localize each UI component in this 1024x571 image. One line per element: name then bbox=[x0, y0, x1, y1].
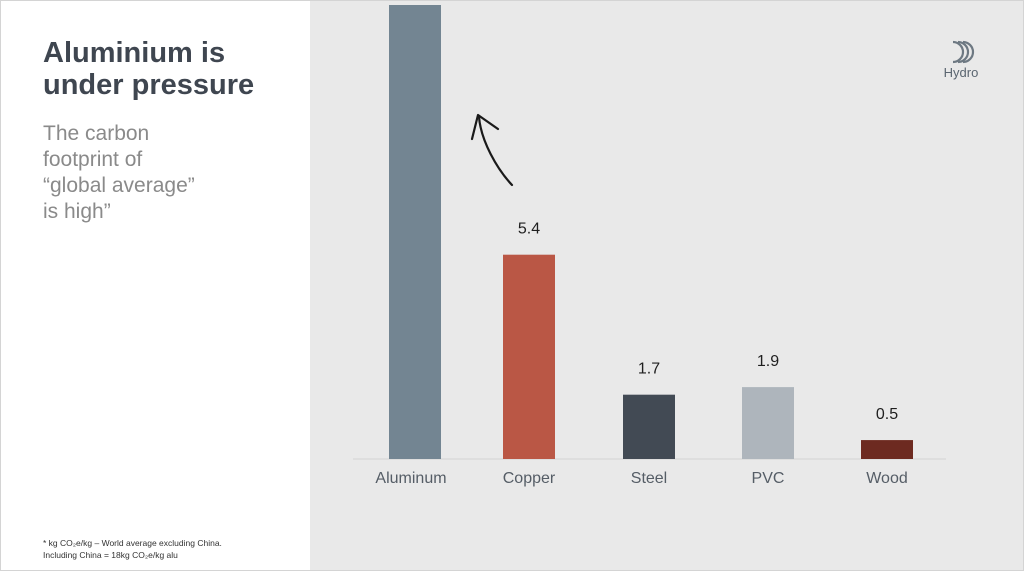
category-label-pvc: PVC bbox=[752, 470, 785, 487]
footnote-line-2: Including China = 18kg CO₂e/kg alu bbox=[43, 550, 178, 560]
footnote: * kg CO₂e/kg – World average excluding C… bbox=[43, 537, 293, 561]
bar-aluminum bbox=[389, 5, 441, 459]
annotation-arrow bbox=[470, 113, 514, 187]
subtitle: The carbon footprint of “global average” is… bbox=[43, 121, 263, 225]
hydro-logo: Hydro bbox=[931, 39, 991, 85]
value-label-copper: 5.4 bbox=[518, 221, 540, 238]
title-line-2: under pressure bbox=[43, 69, 255, 101]
bar-wood bbox=[861, 440, 913, 459]
footnote-line-1: * kg CO₂e/kg – World average excluding C… bbox=[43, 538, 222, 548]
category-label-steel: Steel bbox=[631, 470, 667, 487]
bars-group: Aluminum 5.4 Copper 1.7 Steel 1.9 PVC 0.5 Wood bbox=[375, 5, 913, 487]
title-line-1: Aluminium is bbox=[43, 37, 226, 69]
bar-pvc bbox=[742, 387, 794, 459]
arrow-shaft bbox=[477, 115, 514, 187]
category-label-wood: Wood bbox=[866, 470, 908, 487]
left-panel: Aluminium is under pressure The carbon foo… bbox=[1, 1, 310, 570]
page-title: Aluminium is under pressure bbox=[43, 37, 293, 101]
category-label-aluminum: Aluminum bbox=[375, 470, 446, 487]
value-label-wood: 0.5 bbox=[876, 406, 898, 423]
subtitle-line-4: is high” bbox=[43, 200, 111, 223]
subtitle-line-3: “global average” bbox=[43, 174, 195, 197]
hydro-logo-icon bbox=[952, 40, 975, 64]
category-label-copper: Copper bbox=[503, 470, 556, 487]
bar-steel bbox=[623, 394, 675, 459]
value-label-steel: 1.7 bbox=[638, 361, 660, 378]
logo-text: Hydro bbox=[943, 65, 979, 80]
subtitle-line-2: footprint of bbox=[43, 148, 143, 171]
arrow-head bbox=[470, 113, 500, 141]
subtitle-line-1: The carbon bbox=[43, 122, 150, 145]
value-label-pvc: 1.9 bbox=[757, 353, 779, 370]
bar-copper bbox=[503, 254, 555, 459]
